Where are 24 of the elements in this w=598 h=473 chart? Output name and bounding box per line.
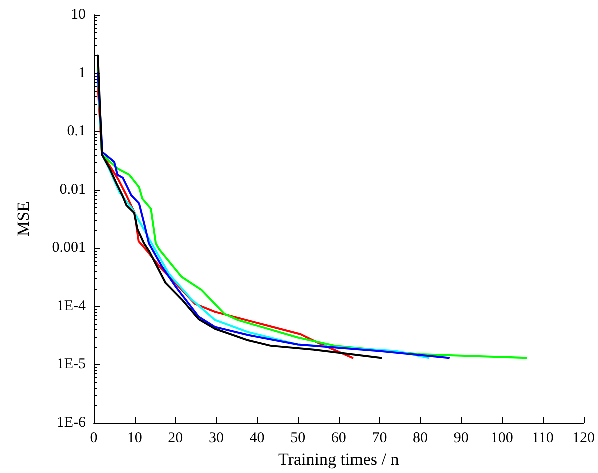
y-tick-label: 10 [71, 7, 86, 23]
line-series [97, 85, 354, 360]
x-tick-label: 50 [290, 430, 306, 446]
x-tick-label: 100 [490, 430, 514, 446]
x-tick-label: 110 [532, 430, 554, 446]
x-tick-label: 70 [372, 430, 388, 446]
y-tick-label: 1E-5 [56, 356, 86, 373]
x-tick-label: 20 [168, 430, 184, 446]
x-tick-label: 80 [413, 430, 428, 446]
x-tick-label: 40 [250, 430, 265, 446]
y-tick-label: 0.001 [52, 240, 86, 256]
x-tick-label: 30 [208, 430, 224, 446]
y-tick-label: 0.1 [67, 124, 86, 140]
y-tick-label: 1 [78, 65, 86, 82]
y-tick-label: 1E-4 [56, 298, 86, 314]
y-tick-label: 1E-6 [56, 415, 86, 431]
x-tick-label: 0 [90, 430, 98, 446]
x-tick-label: 10 [127, 430, 142, 446]
x-tick-label: 120 [572, 430, 595, 446]
y-axis-title: MSE [14, 202, 33, 236]
x-tick-label: 90 [454, 430, 469, 446]
x-axis-title: Training times / n [278, 450, 400, 469]
x-tick-label: 60 [331, 430, 346, 446]
y-tick-label: 0.01 [60, 182, 86, 198]
